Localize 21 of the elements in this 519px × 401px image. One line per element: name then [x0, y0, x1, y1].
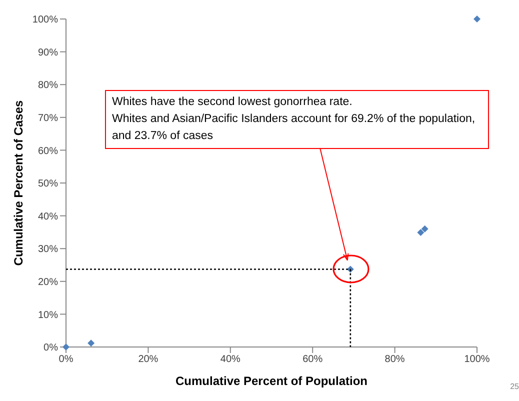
x-tick-label: 100% [464, 354, 490, 366]
x-tick-label: 60% [302, 354, 323, 366]
y-tick-label: 40% [38, 211, 58, 222]
y-tick-label: 10% [38, 310, 58, 321]
x-tick-label: 40% [220, 354, 241, 366]
y-tick-label: 100% [32, 14, 58, 26]
x-axis-title: Cumulative Percent of Population [175, 374, 368, 388]
annotation: Whites have the second lowest gonorrhea rate. Whites and Asian/Pacific Islanders account for 69.2% of the population, and 23.7% of cases [105, 90, 489, 149]
y-tick-label: 80% [38, 80, 58, 92]
x-tick-label: 80% [384, 354, 405, 366]
y-tick-label: 30% [38, 244, 58, 256]
y-tick-label: 60% [38, 146, 58, 157]
y-tick-label: 70% [38, 112, 58, 124]
y-tick-label: 20% [38, 276, 58, 288]
y-tick-label: 90% [38, 47, 58, 58]
y-tick-label: 50% [38, 178, 58, 190]
x-tick-label: 0% [58, 354, 74, 366]
x-tick-label: 20% [138, 354, 158, 366]
y-axis-title: Cumulative Percent of Cases [11, 100, 26, 266]
y-tick-label: 0% [44, 342, 58, 354]
text: 25 [510, 382, 519, 391]
